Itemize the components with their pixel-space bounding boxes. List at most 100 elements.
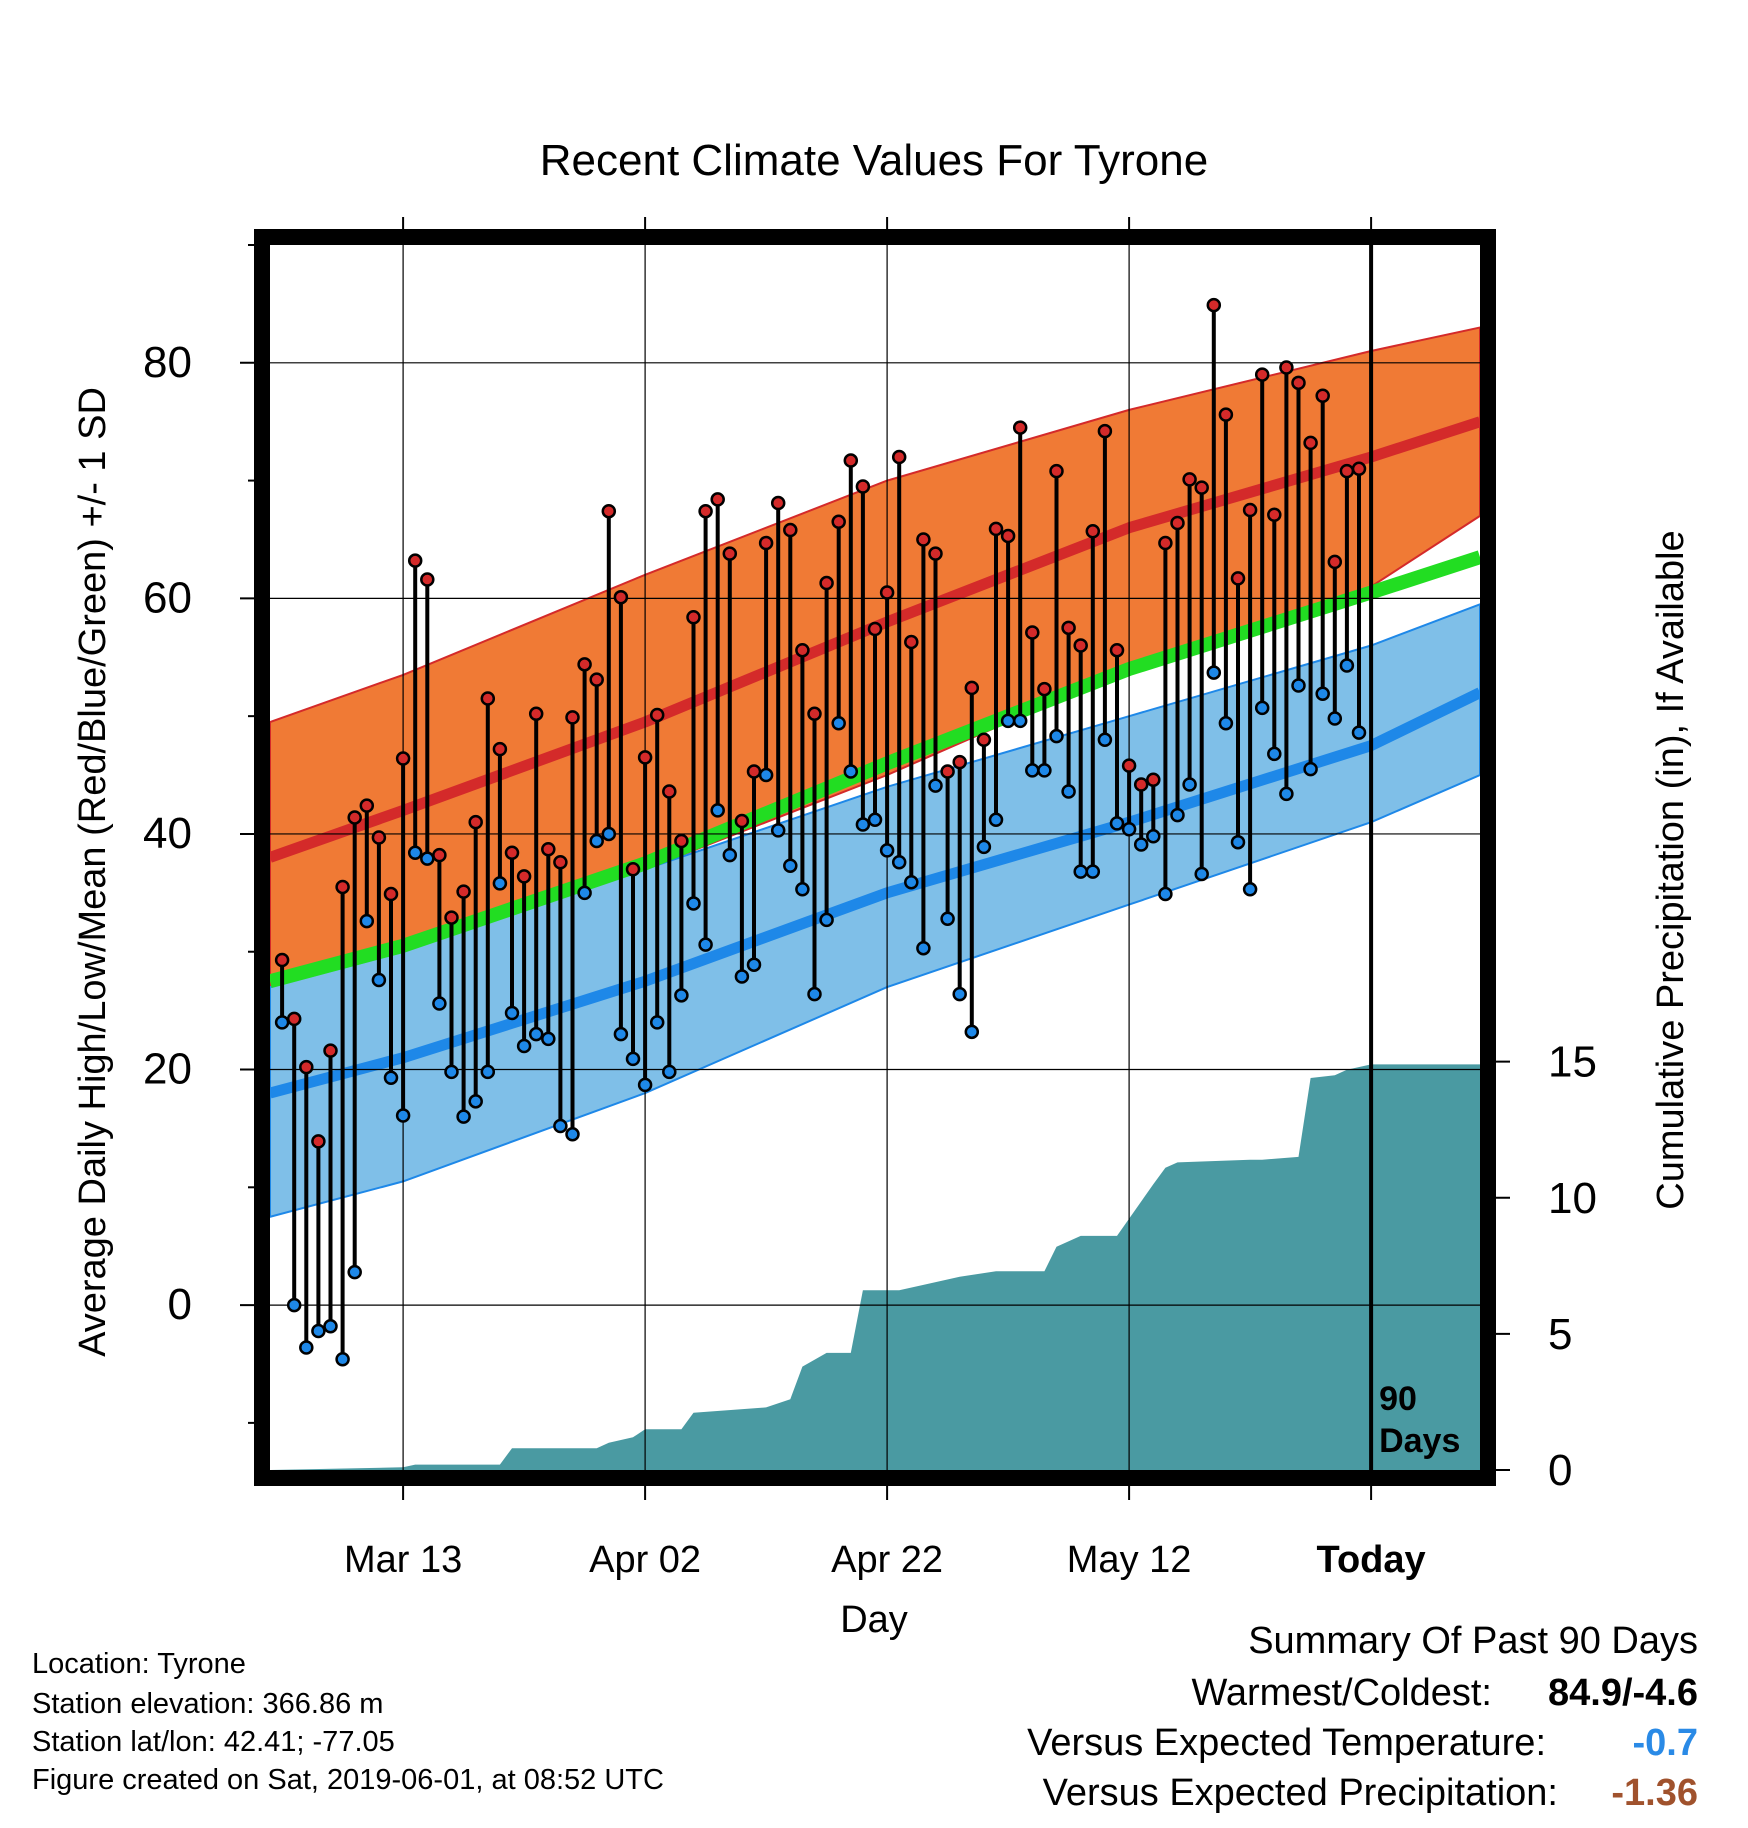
summary-title: Summary Of Past 90 Days bbox=[1248, 1620, 1698, 1662]
daily-low-point bbox=[904, 874, 919, 890]
daily-high-point bbox=[1194, 480, 1209, 495]
daily-high-point bbox=[1158, 535, 1173, 551]
daily-low-point bbox=[299, 1340, 314, 1355]
daily-low-point bbox=[637, 1077, 653, 1093]
summary-temp: Versus Expected Temperature: -0.7 bbox=[1027, 1722, 1698, 1765]
daily-high-point bbox=[1000, 528, 1016, 544]
daily-high-point bbox=[286, 1011, 302, 1027]
daily-low-point bbox=[1254, 700, 1270, 716]
daily-low-point bbox=[383, 1070, 399, 1086]
daily-low-point bbox=[407, 845, 423, 861]
daily-high-point bbox=[891, 449, 907, 465]
daily-low-point bbox=[1049, 728, 1064, 744]
daily-high-point bbox=[1146, 772, 1161, 788]
daily-high-point bbox=[807, 706, 822, 722]
daily-high-point bbox=[1254, 367, 1270, 382]
daily-high-point bbox=[1049, 463, 1064, 479]
daily-low-point bbox=[1121, 821, 1137, 837]
daily-high-point bbox=[1279, 360, 1294, 375]
daily-low-point bbox=[734, 969, 750, 984]
plot-content: 90 Days bbox=[270, 245, 1480, 1470]
x-axis-label: Day bbox=[840, 1599, 908, 1641]
daily-low-point bbox=[1170, 807, 1185, 823]
daily-low-point bbox=[601, 826, 617, 842]
daily-high-point bbox=[1109, 642, 1125, 658]
precip-value: -1.36 bbox=[1611, 1772, 1698, 1814]
daily-high-point bbox=[904, 634, 919, 650]
daily-low-point bbox=[565, 1127, 580, 1142]
daily-low-point bbox=[1194, 866, 1209, 882]
daily-low-point bbox=[855, 817, 871, 832]
daily-low-point bbox=[528, 1026, 544, 1042]
daily-high-point bbox=[1303, 435, 1318, 451]
daily-high-point bbox=[1133, 777, 1149, 792]
daily-low-point bbox=[807, 986, 822, 1002]
daily-low-point bbox=[456, 1109, 471, 1124]
plot-frame bbox=[254, 229, 1496, 1486]
daily-high-point bbox=[1351, 461, 1367, 477]
daily-high-point bbox=[867, 621, 883, 637]
x-tick-label: May 12 bbox=[1067, 1539, 1192, 1581]
daily-high-point bbox=[879, 585, 895, 600]
daily-high-point bbox=[528, 706, 544, 722]
daily-low-point bbox=[867, 812, 883, 828]
y-tick-label: 60 bbox=[143, 573, 192, 622]
daily-low-point bbox=[1230, 834, 1246, 850]
daily-high-point bbox=[613, 589, 629, 605]
daily-high-point bbox=[770, 495, 786, 511]
daily-high-point bbox=[1327, 554, 1343, 570]
daily-low-point bbox=[1109, 816, 1125, 831]
daily-high-point bbox=[686, 609, 701, 625]
daily-high-point bbox=[504, 845, 520, 861]
daily-high-point bbox=[1267, 507, 1282, 522]
daily-low-point bbox=[1073, 864, 1088, 879]
daily-low-point bbox=[371, 972, 387, 988]
daily-high-point bbox=[553, 854, 568, 870]
daily-low-point bbox=[589, 833, 604, 849]
daily-high-point bbox=[1218, 407, 1234, 422]
daily-low-point bbox=[1218, 715, 1234, 731]
chart-title: Recent Climate Values For Tyrone bbox=[540, 136, 1208, 185]
summary-warm-cold: Warmest/Coldest: 84.9/-4.6 bbox=[1191, 1672, 1698, 1715]
temp-label: Versus Expected Temperature: bbox=[1027, 1722, 1546, 1764]
daily-low-point bbox=[770, 823, 786, 838]
daily-high-point bbox=[988, 521, 1004, 537]
daily-low-point bbox=[698, 937, 713, 952]
daily-low-point bbox=[613, 1026, 629, 1042]
daily-low-point bbox=[649, 1015, 665, 1030]
y2-tick-label: 0 bbox=[1548, 1446, 1572, 1495]
daily-high-point bbox=[843, 453, 859, 468]
daily-low-point bbox=[468, 1094, 483, 1109]
daily-high-point bbox=[976, 732, 992, 747]
daily-low-point bbox=[1146, 829, 1161, 844]
daily-high-point bbox=[456, 884, 471, 899]
daily-low-point bbox=[795, 882, 810, 897]
daily-low-point bbox=[432, 996, 447, 1011]
daily-high-point bbox=[1206, 297, 1222, 313]
daily-low-point bbox=[625, 1051, 641, 1067]
warm-cold-value: 84.9/-4.6 bbox=[1548, 1672, 1698, 1714]
y-axis-label: Average Daily High/Low/Mean (Red/Blue/Gr… bbox=[72, 387, 114, 1357]
daily-low-point bbox=[758, 767, 774, 783]
daily-low-point bbox=[480, 1064, 496, 1080]
daily-high-point bbox=[432, 847, 447, 863]
daily-high-point bbox=[359, 798, 375, 813]
daily-high-point bbox=[1097, 423, 1113, 439]
daily-low-point bbox=[746, 957, 762, 972]
temp-value: -0.7 bbox=[1632, 1722, 1698, 1764]
daily-high-point bbox=[637, 750, 653, 765]
daily-low-point bbox=[928, 778, 943, 793]
daily-low-point bbox=[879, 843, 895, 858]
daily-low-point bbox=[1303, 761, 1318, 777]
daily-low-point bbox=[347, 1264, 362, 1280]
daily-high-point bbox=[1037, 681, 1052, 697]
daily-high-point bbox=[480, 691, 496, 706]
daily-high-point bbox=[589, 672, 604, 687]
y2-tick-label: 5 bbox=[1548, 1310, 1572, 1359]
daily-high-point bbox=[371, 830, 387, 845]
daily-low-point bbox=[492, 876, 508, 891]
daily-high-point bbox=[722, 546, 738, 561]
daily-high-point bbox=[274, 952, 290, 968]
daily-low-point bbox=[541, 1031, 556, 1047]
